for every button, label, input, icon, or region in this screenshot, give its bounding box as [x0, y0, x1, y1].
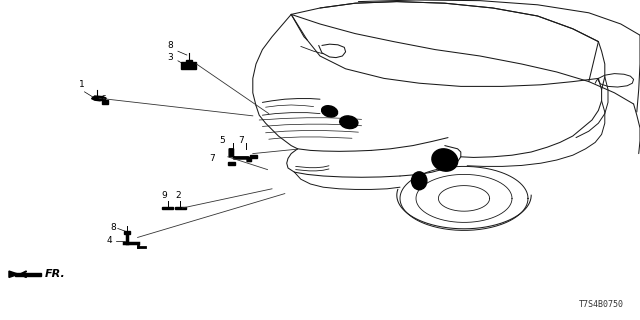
Text: 6: 6 [100, 95, 106, 104]
Polygon shape [92, 96, 106, 101]
Ellipse shape [432, 149, 458, 171]
Ellipse shape [322, 106, 337, 117]
Bar [102, 100, 108, 104]
Text: 4: 4 [107, 236, 113, 245]
Bar [124, 231, 130, 234]
Bar [250, 155, 257, 158]
Bar [186, 60, 192, 63]
FancyBboxPatch shape [175, 207, 186, 209]
Polygon shape [15, 273, 41, 276]
Polygon shape [9, 271, 19, 277]
Text: T7S4B0750: T7S4B0750 [579, 300, 624, 309]
Text: 2: 2 [175, 191, 180, 200]
Text: 1: 1 [79, 80, 84, 89]
Text: 8: 8 [168, 41, 173, 50]
Text: FR.: FR. [45, 269, 65, 279]
Text: 3: 3 [168, 53, 173, 62]
FancyBboxPatch shape [163, 207, 173, 209]
Ellipse shape [412, 172, 427, 190]
Text: 8: 8 [110, 223, 116, 232]
Bar [181, 62, 196, 69]
Bar [228, 162, 235, 165]
Text: 9: 9 [161, 191, 166, 200]
Text: 7: 7 [238, 136, 243, 145]
Ellipse shape [340, 116, 358, 129]
Text: 7: 7 [209, 154, 215, 163]
Polygon shape [229, 149, 252, 162]
Text: 5: 5 [220, 136, 225, 145]
